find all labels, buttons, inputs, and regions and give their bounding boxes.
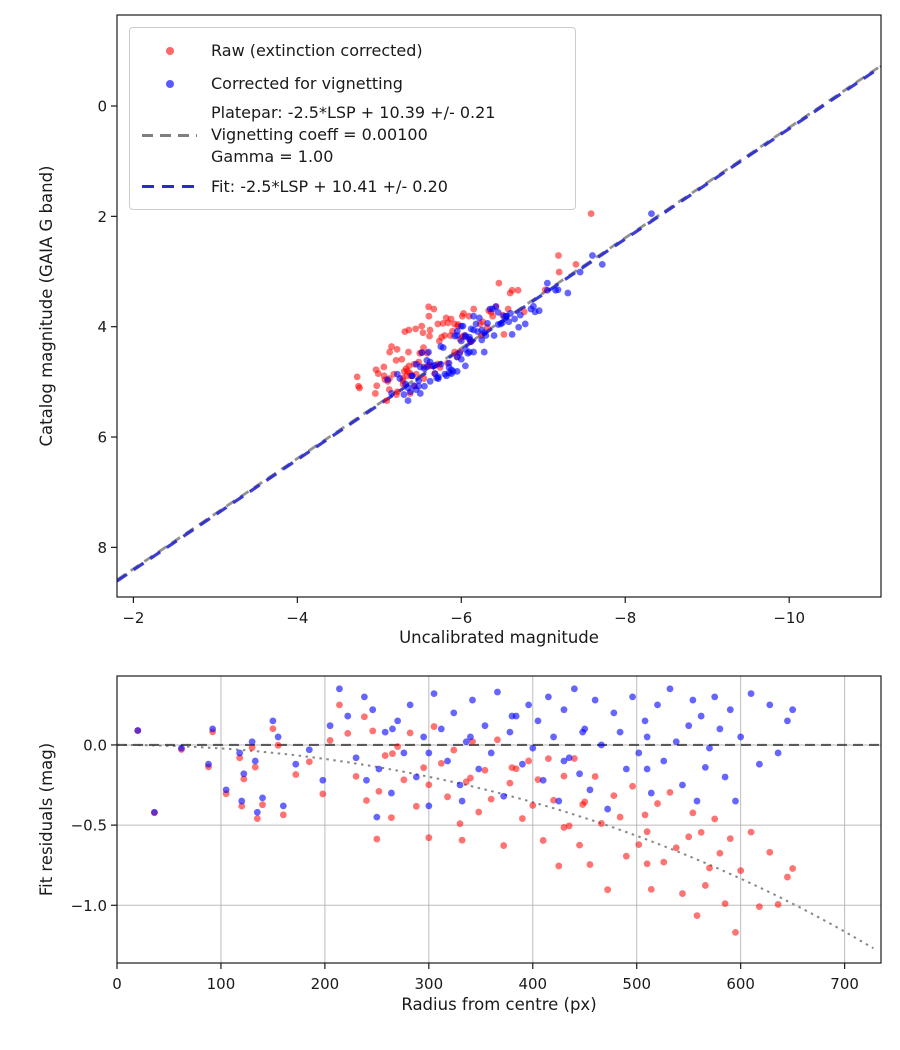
x-tick-label: −2 xyxy=(122,609,144,627)
legend-label-fit: Fit: -2.5*LSP + 10.41 +/- 0.20 xyxy=(211,177,448,196)
legend-entry-fit: Fit: -2.5*LSP + 10.41 +/- 0.20 xyxy=(142,172,563,201)
bottom-chart: 0 100 200 300 400 500 600 700 0.0 −0.5 −1.0 Radius… xyxy=(37,675,882,1014)
top-data-layer xyxy=(117,64,881,583)
red-marker-swatch xyxy=(165,46,174,55)
x-tick-label: 100 xyxy=(207,975,236,993)
y-tick-label: 0.0 xyxy=(83,736,107,754)
legend-label-platepar: Platepar: -2.5*LSP + 10.39 +/- 0.21 xyxy=(211,103,496,122)
corrected-residuals-series xyxy=(134,685,797,821)
x-tick-label: 400 xyxy=(518,975,547,993)
legend-box: Raw (extinction corrected) Corrected for… xyxy=(129,27,576,210)
raw-residuals-series xyxy=(134,701,797,936)
legend-label-gamma: Gamma = 1.00 xyxy=(211,147,334,166)
blue-marker-swatch xyxy=(165,79,174,88)
x-tick-label: 200 xyxy=(311,975,340,993)
vignetting-model-curve xyxy=(117,743,874,950)
axes: −2 −4 −6 −8 −10 0 2 4 6 8 xyxy=(97,14,882,627)
y-tick-label: 8 xyxy=(97,539,107,557)
raw-scatter-series xyxy=(353,210,595,405)
legend-label-corrected: Corrected for vignetting xyxy=(211,74,403,93)
y-tick-label: −1.0 xyxy=(71,897,107,915)
platepar-line-swatch xyxy=(142,133,197,137)
x-tick-label: 700 xyxy=(830,975,859,993)
top-ylabel: Catalog magnitude (GAIA G band) xyxy=(37,166,56,447)
grid-lines xyxy=(116,676,881,963)
x-tick-label: 300 xyxy=(415,975,444,993)
bottom-ylabel: Fit residuals (mag) xyxy=(37,743,56,896)
x-tick-label: 600 xyxy=(726,975,755,993)
x-tick-label: −4 xyxy=(286,609,308,627)
x-tick-label: 0 xyxy=(112,975,122,993)
y-tick-label: −0.5 xyxy=(71,817,107,835)
legend-entry-raw: Raw (extinction corrected) xyxy=(142,36,563,65)
legend-label-raw: Raw (extinction corrected) xyxy=(211,41,423,60)
corrected-scatter-series xyxy=(384,210,655,405)
bottom-data-layer xyxy=(117,685,881,950)
fit-line-swatch xyxy=(142,185,197,188)
y-tick-label: 2 xyxy=(97,208,107,226)
legend-label-vignetting-coeff: Vignetting coeff = 0.00100 xyxy=(211,125,428,144)
y-tick-label: 4 xyxy=(97,318,107,336)
bottom-plot-area: 0 100 200 300 400 500 600 700 0.0 −0.5 −1.0 xyxy=(71,675,882,993)
axes: 0 100 200 300 400 500 600 700 0.0 −0.5 −1.0 xyxy=(71,675,882,993)
x-tick-label: 500 xyxy=(622,975,651,993)
y-tick-label: 0 xyxy=(97,98,107,116)
top-plot-area: −2 −4 −6 −8 −10 0 2 4 6 8 xyxy=(97,14,882,627)
y-tick-label: 6 xyxy=(97,429,107,447)
x-tick-label: −8 xyxy=(614,609,636,627)
x-tick-label: −10 xyxy=(773,609,805,627)
x-tick-label: −6 xyxy=(450,609,472,627)
top-xlabel: Uncalibrated magnitude xyxy=(399,628,599,647)
legend-entry-platepar: Platepar: -2.5*LSP + 10.39 +/- 0.21 Vign… xyxy=(142,102,563,168)
legend-entry-corrected: Corrected for vignetting xyxy=(142,69,563,98)
bottom-xlabel: Radius from centre (px) xyxy=(401,995,596,1014)
